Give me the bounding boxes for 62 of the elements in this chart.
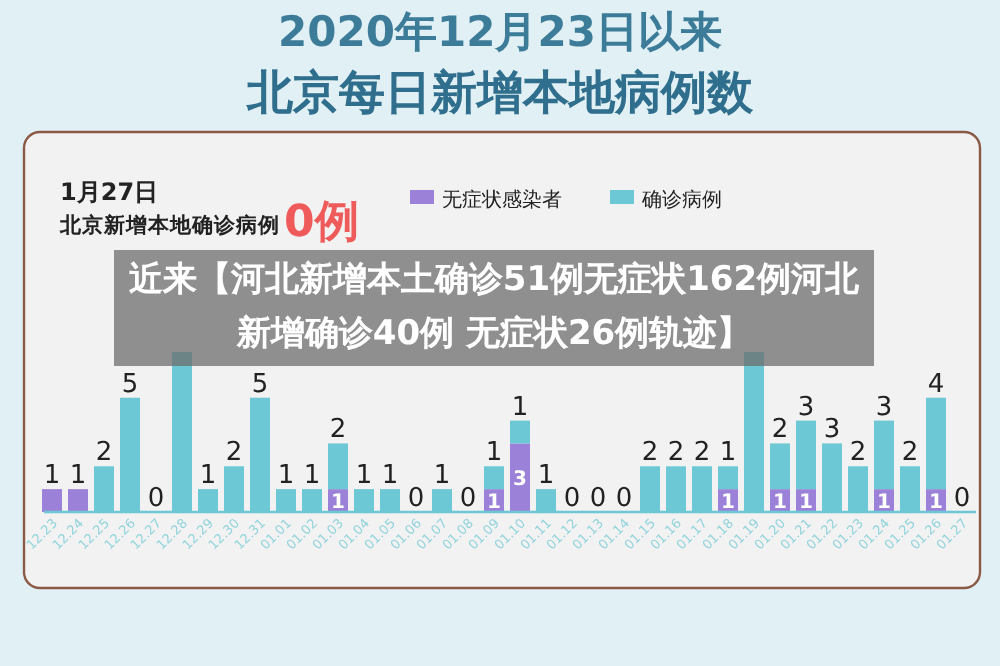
data-label: 1 — [355, 461, 373, 492]
data-label: 1 — [43, 461, 61, 492]
data-label: 2 — [849, 438, 867, 469]
data-label: 3 — [797, 392, 815, 423]
data-label: 5 — [121, 369, 139, 400]
data-label: 0 — [459, 484, 477, 514]
data-label: 2 — [641, 438, 659, 469]
bar — [42, 489, 62, 512]
data-label: 1 — [433, 461, 451, 492]
text: 北京新增本地确诊病例 — [60, 212, 280, 240]
data-label: 2 — [693, 438, 711, 469]
bar — [484, 466, 504, 490]
data-label: 1 — [929, 491, 944, 514]
data-label: 1 — [277, 461, 295, 492]
data-label: 2 — [95, 438, 113, 469]
legend-label: 确诊病例 — [640, 188, 722, 212]
data-label: 2 — [667, 438, 685, 469]
text: 0例 — [284, 196, 359, 252]
annotation: 近来【河北新增本土确诊51例无症状162例河北新增确诊40例 无症状26例轨迹】 — [114, 250, 874, 366]
data-label: 2 — [225, 438, 243, 469]
data-label: 5 — [251, 369, 269, 400]
data-label: 3 — [513, 468, 528, 491]
legend: 确诊病例 — [610, 190, 722, 212]
data-label: 1 — [719, 438, 737, 469]
data-label: 2 — [771, 415, 789, 446]
text: 1月27日 — [60, 176, 159, 210]
bar — [770, 443, 790, 490]
data-label: 1 — [799, 491, 814, 514]
data-label: 0 — [407, 484, 425, 514]
data-label: 1 — [773, 491, 788, 514]
bar — [68, 489, 88, 512]
data-label: 4 — [927, 369, 945, 400]
data-label: 1 — [69, 461, 87, 492]
bar — [926, 397, 946, 490]
data-label: 0 — [563, 484, 581, 514]
data-label: 0 — [147, 484, 165, 514]
chart-title: 2020年12月23日以来 — [276, 6, 724, 60]
data-label: 3 — [875, 392, 893, 423]
data-label: 0 — [953, 484, 971, 514]
data-label: 2 — [901, 438, 919, 469]
bar — [796, 420, 816, 490]
data-label: 1 — [537, 461, 555, 492]
data-label: 1 — [303, 461, 321, 492]
data-label: 3 — [823, 415, 841, 446]
bar — [328, 443, 348, 490]
data-label: 1 — [199, 461, 217, 492]
data-label: 1 — [721, 491, 736, 514]
legend: 无症状感染者 — [410, 190, 562, 212]
chart-subtitle: 北京每日新增本地病例数 — [244, 66, 755, 124]
data-label: 2 — [329, 415, 347, 446]
data-label: 0 — [589, 484, 607, 514]
data-label: 1 — [485, 438, 503, 469]
data-label: 1 — [877, 491, 892, 514]
data-label: 0 — [615, 484, 633, 514]
bar — [874, 420, 894, 490]
data-label: 1 — [487, 491, 502, 514]
data-label: 1 — [381, 461, 399, 492]
legend-label: 无症状感染者 — [442, 188, 562, 212]
data-label: 1 — [331, 491, 346, 514]
bar — [718, 466, 738, 490]
data-label: 1 — [511, 392, 529, 423]
bar — [510, 420, 530, 444]
